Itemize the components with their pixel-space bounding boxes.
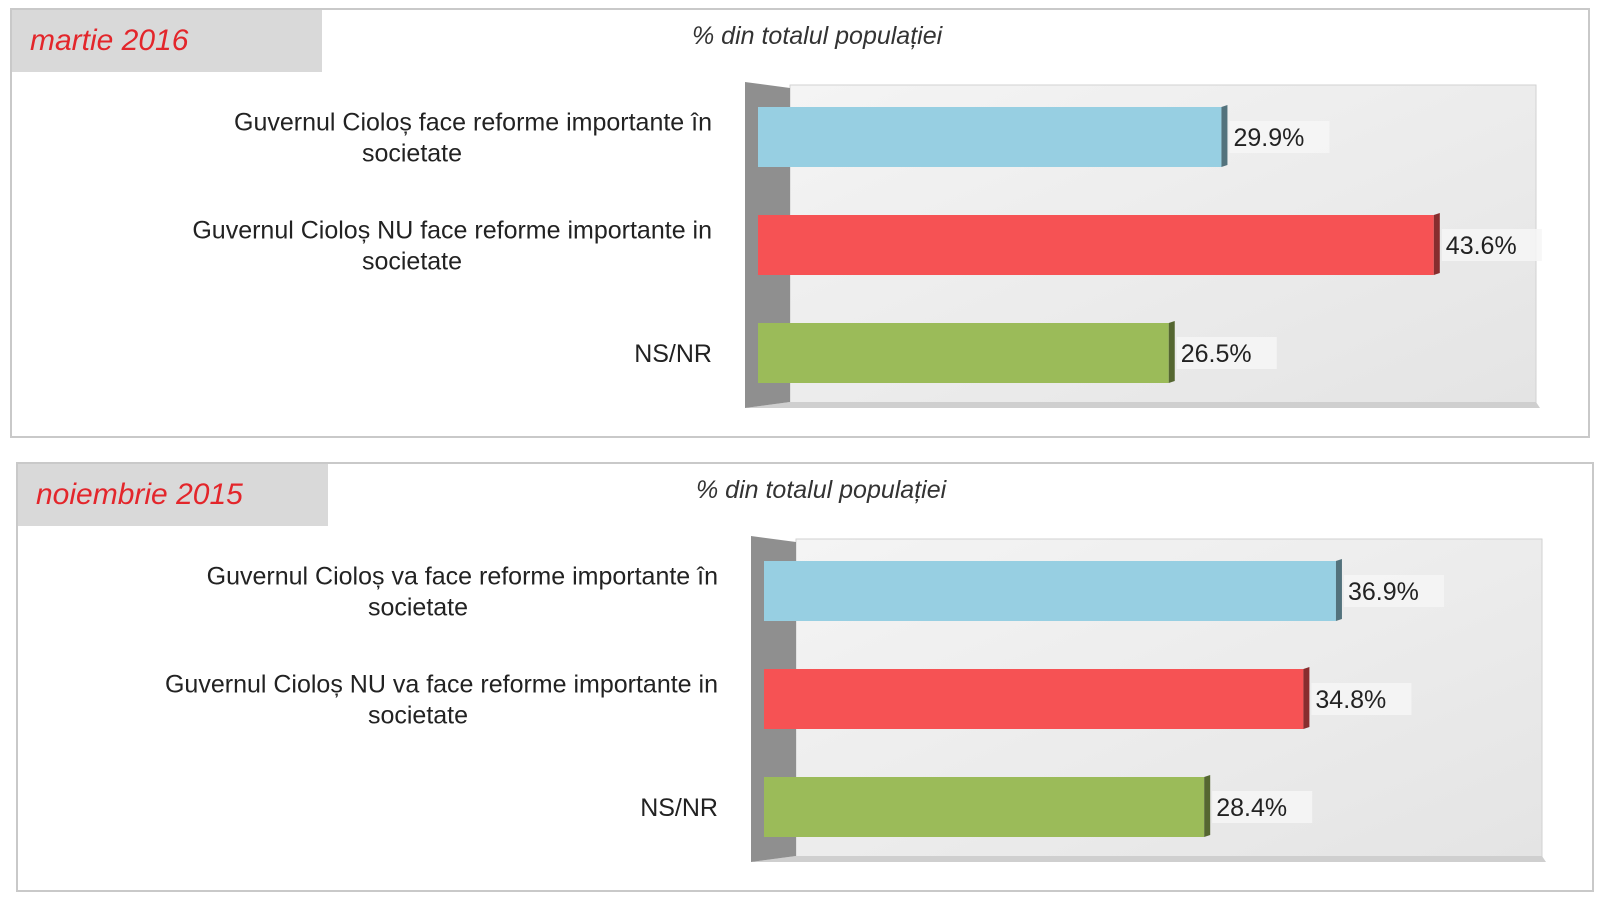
bar-chart: 29.9% Guvernul Cioloș face reforme import… xyxy=(192,82,1542,408)
value-label-bg xyxy=(1229,121,1330,153)
plot-floor xyxy=(745,402,1540,408)
bar-3 xyxy=(764,777,1205,837)
period-tag: martie 2016 xyxy=(12,10,322,72)
plot-floor xyxy=(751,856,1546,862)
value-label-2: 34.8% xyxy=(1315,686,1386,714)
category-label-2: Guvernul Cioloș NU va face reforme impor… xyxy=(165,671,718,730)
bar-cap-2 xyxy=(1433,213,1440,275)
bar-cap-2 xyxy=(1303,667,1310,729)
bar-cap-1 xyxy=(1335,559,1342,621)
bar-cap-1 xyxy=(1221,105,1228,167)
category-label-3: NS/NR xyxy=(640,794,718,822)
bar-3 xyxy=(758,323,1169,383)
chart-subtitle: % din totalul populației xyxy=(696,476,947,504)
category-label-1: Guvernul Cioloș va face reforme importan… xyxy=(207,563,718,622)
bar-2 xyxy=(764,669,1304,729)
value-label-bg xyxy=(1441,229,1542,261)
value-label-bg xyxy=(1176,337,1277,369)
value-label-bg xyxy=(1212,791,1313,823)
chart-panel-march-2016: martie 2016 % din totalul populației 29.… xyxy=(10,8,1590,438)
category-label-2: Guvernul Cioloș NU face reforme importan… xyxy=(192,217,712,276)
value-label-2: 43.6% xyxy=(1446,232,1517,260)
chart-panel-november-2015: noiembrie 2015 % din totalul populației … xyxy=(16,462,1594,892)
value-label-bg xyxy=(1343,575,1444,607)
value-label-bg xyxy=(1311,683,1412,715)
category-label-1: Guvernul Cioloș face reforme importante … xyxy=(234,109,712,168)
bar-cap-3 xyxy=(1168,321,1175,383)
bar-1 xyxy=(758,107,1222,167)
period-tag: noiembrie 2015 xyxy=(18,464,328,526)
value-label-3: 28.4% xyxy=(1216,794,1287,822)
bar-cap-3 xyxy=(1204,775,1211,837)
bar-2 xyxy=(758,215,1434,275)
category-label-3: NS/NR xyxy=(634,340,712,368)
chart-subtitle: % din totalul populației xyxy=(692,22,943,50)
value-label-1: 29.9% xyxy=(1233,124,1304,152)
bar-chart: 36.9% Guvernul Cioloș va face reforme imp… xyxy=(165,536,1546,862)
value-label-1: 36.9% xyxy=(1348,578,1419,606)
bar-1 xyxy=(764,561,1336,621)
value-label-3: 26.5% xyxy=(1181,340,1252,368)
